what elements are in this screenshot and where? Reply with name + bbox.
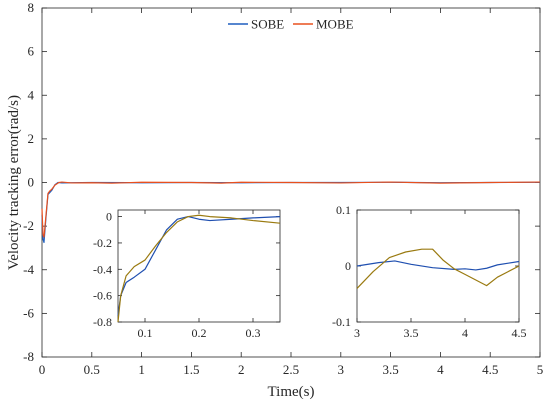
main-x-tick-label: 4 (437, 362, 444, 377)
inset-right-y-tick-label: 0 (345, 259, 351, 273)
main-y-tick-label: 8 (28, 0, 35, 15)
main-x-tick-label: 4.5 (482, 362, 498, 377)
main-series-line-1 (41, 181, 541, 238)
main-x-tick-label: 1.5 (183, 362, 199, 377)
main-y-tick-label: 4 (28, 87, 35, 102)
main-x-tick-label: 5 (537, 362, 544, 377)
inset-left-y-tick-label: -0.8 (93, 315, 112, 329)
main-y-tick-label: -4 (23, 262, 34, 277)
main-x-tick-label: 0.5 (84, 362, 100, 377)
inset-right-plot: 3 3.5 4 4.5 -0.1 0 0.1 (332, 203, 527, 340)
main-x-tick-label: 3.5 (382, 362, 398, 377)
main-plot: 0 0.5 1 1.5 2 2.5 3 3.5 4 4.5 5 -8 -6 -4 -2 0 2 4 6 8 Time(s… (6, 0, 543, 400)
inset-left-series-line-1 (117, 214, 281, 323)
inset-left-y-tick-label: -0.2 (93, 236, 112, 250)
inset-left-x-tick-label: 0.1 (138, 326, 153, 340)
legend: SOBE MOBE (228, 17, 354, 32)
inset-right-series-line-0 (356, 260, 520, 271)
inset-right-x-tick-label: 4.5 (512, 326, 527, 340)
inset-left-y-tick-label: -0.6 (93, 289, 112, 303)
inset-right-y-tick-label: -0.1 (332, 315, 351, 329)
main-x-tick-label: 0 (39, 362, 46, 377)
legend-label-sobe: SOBE (251, 17, 284, 32)
main-y-tick-label: -6 (23, 305, 34, 320)
inset-left-series-line-0 (117, 215, 281, 316)
main-x-tick-label: 2.5 (283, 362, 299, 377)
inset-right-x-tick-label: 3 (354, 326, 360, 340)
main-x-tick-label: 1 (138, 362, 145, 377)
legend-label-mobe: MOBE (316, 17, 354, 32)
inset-left-plot: 0.1 0.2 0.3 -0.8 -0.6 -0.4 -0.2 0 (93, 209, 281, 340)
inset-left-frame (117, 209, 281, 323)
inset-left-x-tick-label: 0.2 (192, 326, 207, 340)
main-y-tick-label: 0 (28, 175, 35, 190)
main-y-tick-label: -2 (23, 218, 34, 233)
main-y-tick-label: -8 (23, 349, 34, 364)
main-x-tick-label: 3 (338, 362, 345, 377)
main-x-tick-label: 2 (238, 362, 245, 377)
inset-left-y-tick-label: -0.4 (93, 262, 112, 276)
inset-left-y-tick-label: 0 (106, 210, 112, 224)
main-y-tick-label: 2 (28, 131, 35, 146)
inset-right-x-tick-label: 4 (462, 326, 468, 340)
y-axis-title: Velocity tracking error(rad/s) (6, 95, 22, 270)
inset-left-x-tick-label: 0.3 (246, 326, 261, 340)
inset-right-series-line-1 (356, 248, 520, 289)
x-axis-title: Time(s) (268, 384, 315, 400)
main-y-tick-label: 6 (28, 44, 35, 59)
inset-right-y-tick-label: 0.1 (336, 203, 351, 217)
inset-right-x-tick-label: 3.5 (404, 326, 419, 340)
